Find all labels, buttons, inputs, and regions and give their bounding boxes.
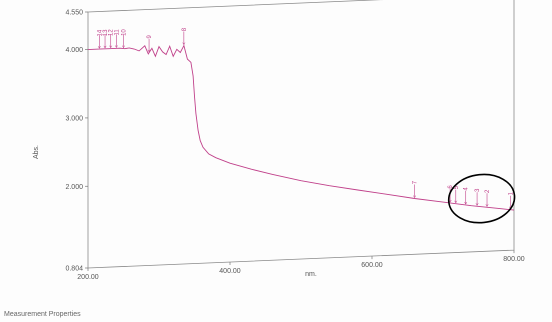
y-tick-label: 3.000 [65, 115, 83, 122]
peak-arrow [182, 42, 186, 46]
annotation-circle [447, 173, 516, 224]
peak-label: 12 [109, 29, 115, 36]
y-axis-label: Abs. [33, 145, 40, 159]
peak-label: 14 [97, 29, 103, 36]
peak-arrow [475, 203, 479, 207]
peak-label: 7 [413, 180, 419, 184]
peak-label: 13 [103, 29, 109, 36]
x-tick-label: 800.00 [503, 256, 525, 263]
peak-label: 3 [475, 188, 481, 192]
peak-arrow [97, 45, 101, 49]
y-tick-label: 4.000 [65, 47, 83, 54]
peak-arrow [103, 45, 107, 49]
peak-arrow [109, 45, 113, 49]
peak-label: 5 [454, 185, 460, 189]
peak-label: 10 [122, 29, 128, 36]
y-tick-label: 0.804 [65, 266, 83, 273]
plot-frame [87, 0, 515, 269]
x-tick-label: 200.00 [77, 274, 99, 281]
annotation-layer [447, 173, 516, 224]
peak-label: 2 [485, 189, 491, 193]
peak-arrow [485, 204, 489, 208]
x-axis-label: nm. [305, 271, 317, 278]
peak-label: 9 [147, 34, 153, 38]
x-tick-label: 400.00 [219, 268, 241, 275]
peak-arrow [122, 45, 125, 49]
y-tick-label: 4.550 [65, 10, 83, 17]
spectrum-series-line [87, 44, 515, 211]
peak-label: 8 [182, 27, 188, 31]
peak-arrow [147, 49, 151, 53]
peak-label: 4 [464, 187, 470, 191]
footer-label: Measurement Properties [4, 311, 81, 318]
peak-label: 6 [448, 185, 454, 189]
peak-arrow [454, 200, 458, 204]
peak-arrow [464, 201, 468, 205]
axes-layer: 0.804 2.000 3.000 4.000 4.550 200.00 400.00 600… [33, 0, 525, 281]
peak-label: 11 [114, 29, 120, 36]
y-tick-label: 2.000 [65, 184, 83, 191]
line-layer [87, 44, 515, 211]
x-tick-label: 600.00 [361, 262, 383, 269]
peak-arrow [114, 45, 118, 49]
peak-label: 1 [508, 191, 514, 195]
peak-layer: 14 13 12 11 10 9 8 7 6 5 4 3 2 1 [97, 27, 514, 210]
peak-arrow [413, 195, 417, 199]
